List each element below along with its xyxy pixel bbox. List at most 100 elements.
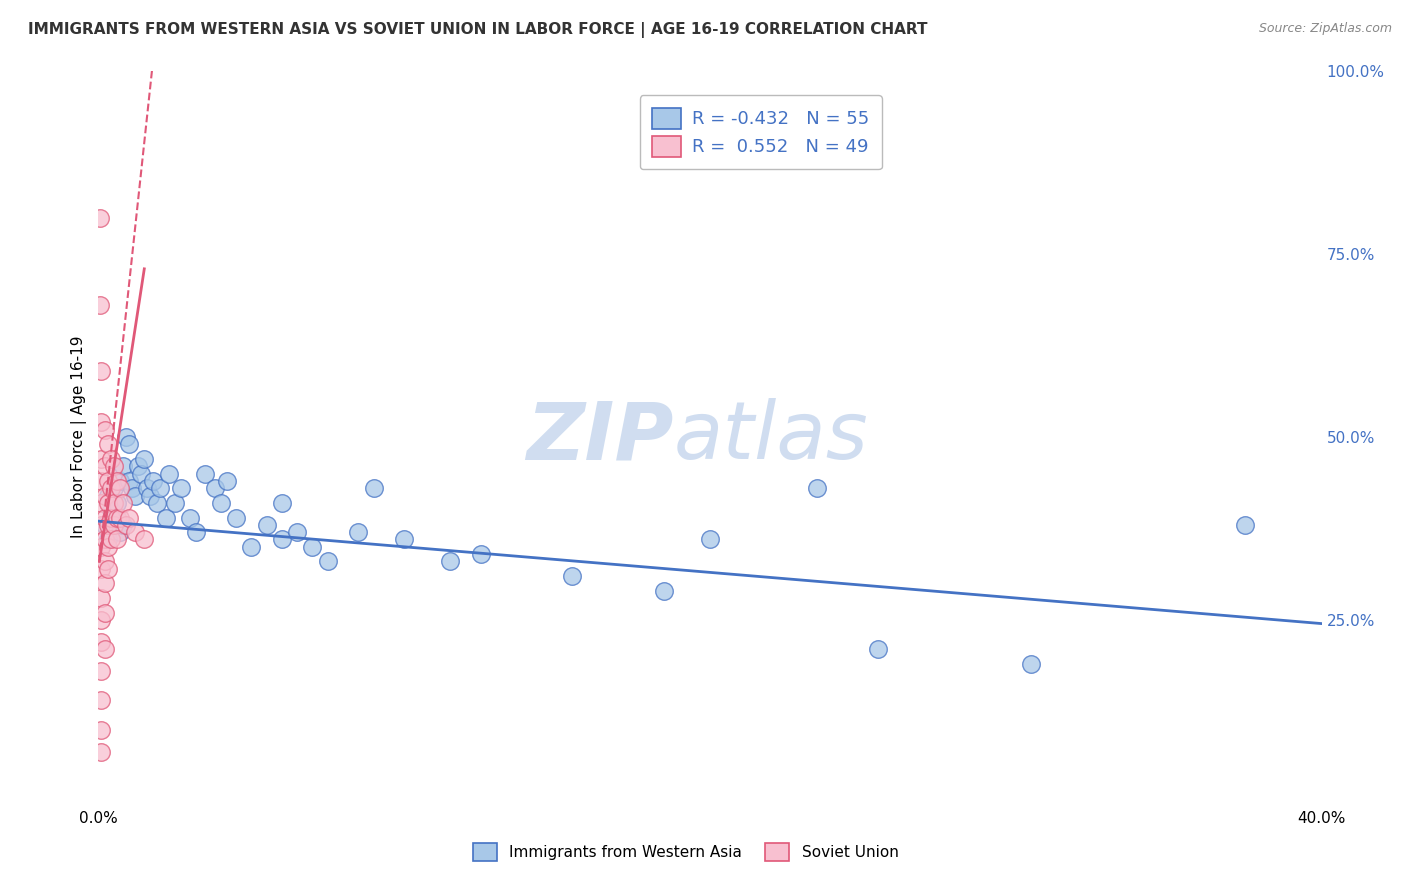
Point [103,481,125,495]
Point [108,510,131,524]
Point [134,533,156,547]
Point [97,540,120,554]
Point [97,437,120,451]
Point [100,452,122,467]
Point [285,525,308,540]
Text: IMMIGRANTS FROM WESTERN ASIA VS SOVIET UNION IN LABOR FORCE | AGE 16-19 CORRELAT: IMMIGRANTS FROM WESTERN ASIA VS SOVIET U… [28,22,928,38]
Text: ZIP: ZIP [526,398,673,476]
Point [115,517,138,532]
Point [93,533,115,547]
Point [90,474,112,488]
Point [699,533,721,547]
Point [111,459,134,474]
Point [105,510,128,524]
Point [124,489,146,503]
Point [270,496,292,510]
Point [163,496,186,510]
Point [93,459,115,474]
Point [1019,657,1042,671]
Point [97,533,120,547]
Point [90,745,112,759]
Point [90,723,112,737]
Point [93,510,115,524]
Point [121,481,143,495]
Point [256,517,278,532]
Point [93,576,115,591]
Point [209,496,232,510]
Point [470,547,492,561]
Point [108,474,131,488]
Point [392,533,416,547]
Point [149,481,172,495]
Point [90,452,112,467]
Point [561,569,583,583]
Point [124,525,146,540]
Point [90,562,112,576]
Point [89,298,111,312]
Point [868,642,890,657]
Point [142,474,165,488]
Point [225,510,247,524]
Point [90,517,112,532]
Y-axis label: In Labor Force | Age 16-19: In Labor Force | Age 16-19 [72,335,87,539]
Point [139,489,162,503]
Point [105,496,128,510]
Point [129,467,152,481]
Point [1234,517,1257,532]
Point [93,642,115,657]
Point [97,474,120,488]
Point [90,693,112,707]
Point [103,517,125,532]
Point [136,481,159,495]
Text: atlas: atlas [673,398,868,476]
Point [97,496,120,510]
Point [439,554,461,568]
Point [90,635,112,649]
Point [93,489,115,503]
Point [170,481,193,495]
Point [105,474,128,488]
Point [90,613,112,627]
Point [204,481,226,495]
Legend: Immigrants from Western Asia, Soviet Union: Immigrants from Western Asia, Soviet Uni… [465,836,907,868]
Point [90,416,112,430]
Point [97,517,120,532]
Point [157,467,180,481]
Point [316,554,339,568]
Point [93,517,115,532]
Point [179,510,201,524]
Point [127,459,149,474]
Point [103,496,125,510]
Point [186,525,208,540]
Point [90,664,112,678]
Point [93,423,115,437]
Point [155,510,177,524]
Point [93,554,115,568]
Point [90,364,112,378]
Point [652,583,675,598]
Point [270,533,292,547]
Point [108,481,131,495]
Point [215,474,238,488]
Point [93,606,115,620]
Point [240,540,263,554]
Point [97,489,120,503]
Point [347,525,370,540]
Point [100,533,122,547]
Point [363,481,385,495]
Point [90,540,112,554]
Point [118,474,141,488]
Point [100,481,122,495]
Point [108,525,131,540]
Point [111,496,134,510]
Point [100,503,122,517]
Point [118,510,141,524]
Point [103,517,125,532]
Point [134,452,156,467]
Point [105,510,128,524]
Point [90,591,112,605]
Point [111,517,134,532]
Point [806,481,828,495]
Point [89,211,111,225]
Point [194,467,217,481]
